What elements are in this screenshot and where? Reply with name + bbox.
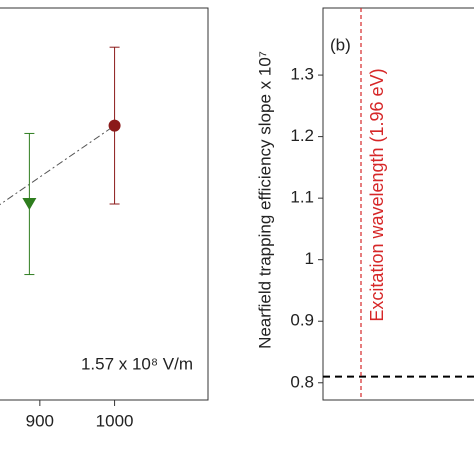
y-tick-label: 0.9 [290,311,314,330]
y-tick-label: 1.2 [290,126,314,145]
x-tick-label: 1000 [96,411,134,430]
x-tick-label: 900 [26,411,54,430]
annotation: 1.57 x 10⁸ V/m [81,354,193,373]
y-axis-label: Nearfield trapping efficiency slope x 10… [255,51,274,349]
panel-label: (b) [330,35,351,54]
y-tick-label: 1.3 [290,65,314,84]
y-tick-label: 1 [305,249,314,268]
excitation-label: Excitation wavelength (1.96 eV) [367,68,387,321]
plot-frame [0,7,209,401]
point [22,198,37,210]
y-tick-label: 0.8 [290,372,314,391]
point [108,119,121,132]
trend-line [0,125,115,206]
y-tick-label: 1.1 [290,188,314,207]
plot-frame [322,7,474,401]
